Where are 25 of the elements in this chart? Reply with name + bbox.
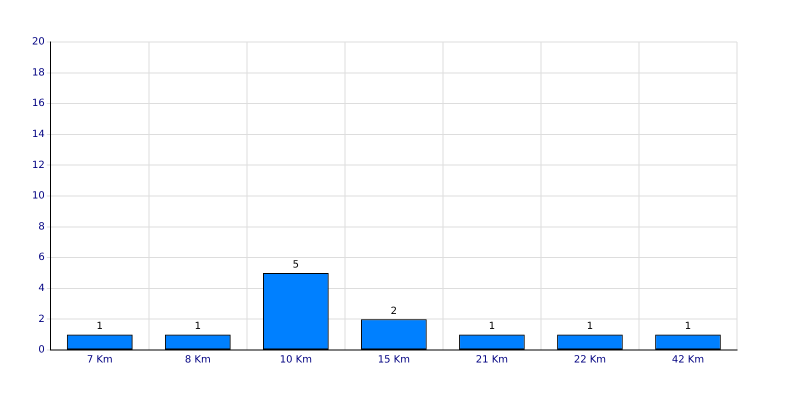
data-label: 1 [586, 321, 594, 332]
x-tick-label: 7 Km [86, 354, 113, 366]
x-tick-label: 21 Km [476, 354, 508, 366]
x-tick-label: 22 Km [574, 354, 606, 366]
x-tick-label: 8 Km [184, 354, 211, 366]
y-tick-label: 12 [32, 160, 45, 171]
y-tick-label: 10 [32, 190, 45, 202]
y-tick-label: 8 [38, 221, 45, 232]
y-tick-label: 16 [32, 98, 45, 110]
x-tick-label: 15 Km [378, 354, 410, 366]
y-tick-label: 4 [38, 282, 45, 294]
data-label: 5 [292, 260, 300, 271]
x-tick-label: 10 Km [280, 354, 312, 366]
y-tick-label: 18 [32, 67, 45, 78]
data-label: 1 [684, 321, 692, 332]
data-label: 1 [194, 321, 201, 332]
y-tick-label: 20 [32, 36, 45, 48]
data-label: 1 [96, 321, 103, 332]
y-tick-label: 0 [38, 344, 45, 356]
y-tick-label: 2 [38, 314, 45, 325]
data-label: 1 [488, 321, 496, 332]
x-tick-label: 42 Km [672, 354, 704, 366]
data-label: 2 [390, 306, 398, 317]
y-tick-label: 6 [38, 252, 45, 264]
y-tick-label: 14 [32, 128, 45, 140]
